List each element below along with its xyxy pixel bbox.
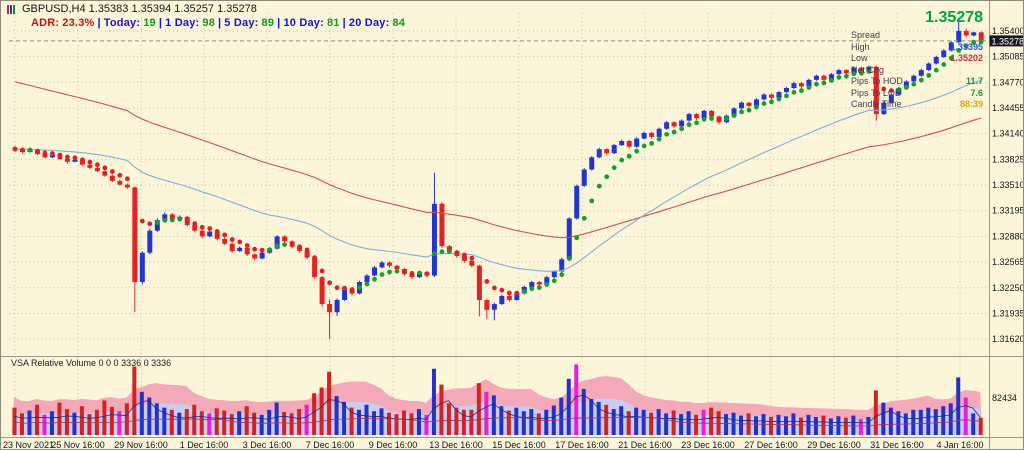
info-label: Net Chg (851, 64, 885, 75)
volume-ma-fast (13, 394, 981, 424)
svg-text:1.32880: 1.32880 (992, 231, 1024, 241)
info-label: Pips To HOD (851, 76, 903, 86)
info-label: High (851, 41, 870, 52)
info-row-candle-time: Candle Time 88:39 (851, 99, 983, 111)
svg-text:1.33195: 1.33195 (992, 206, 1024, 216)
svg-text:23 Dec 16:00: 23 Dec 16:00 (681, 440, 735, 450)
svg-text:1.35400: 1.35400 (992, 26, 1024, 36)
svg-text:1.35278: 1.35278 (992, 36, 1024, 46)
adr-separator: | (158, 17, 163, 29)
svg-text:1.31620: 1.31620 (992, 334, 1024, 344)
info-row-low: Low 1.35202 (851, 53, 983, 65)
info-label: Spread (851, 30, 881, 40)
svg-text:9 Dec 16:00: 9 Dec 16:00 (369, 440, 418, 450)
svg-text:3 Dec 16:00: 3 Dec 16:00 (243, 440, 292, 450)
adr-separator: | (97, 17, 101, 29)
grid (9, 13, 987, 435)
current-price-tag: 1.35278 (989, 35, 1024, 47)
adr-separator: | (218, 17, 222, 29)
fast-ma-line (14, 79, 982, 272)
vsa-indicator-label: VSA Relative Volume 0 0 0 3336 0 3336 (11, 358, 172, 368)
info-value: 1.35202 (950, 53, 983, 63)
svg-text:1.31935: 1.31935 (992, 308, 1024, 318)
info-panel: 1.35278 Spread High 1.35395 Low 1.35202 Net C… (851, 9, 983, 111)
info-row-high: High 1.35395 (851, 42, 983, 54)
svg-text:25 Nov 16:00: 25 Nov 16:00 (51, 440, 105, 450)
svg-text:1.34455: 1.34455 (992, 103, 1024, 113)
svg-text:17 Dec 16:00: 17 Dec 16:00 (555, 440, 609, 450)
info-row-spread: Spread (851, 30, 983, 42)
symbol-ohlc-text: GBPUSD,H4 1.35383 1.35394 1.35257 1.3527… (22, 3, 257, 15)
adr-value: 23.3% (62, 17, 95, 29)
adr-indicator-line: ADR: 23.3% | Today: 19 | 1 Day: 98 | 5 Day: 89 | 10 … (31, 17, 408, 29)
chart-icon (7, 4, 17, 14)
info-value: 7.6 (970, 87, 983, 98)
volume-pane (12, 364, 983, 435)
adr-label: ADR: (31, 17, 60, 29)
current-price-display: 1.35278 (925, 9, 983, 26)
svg-text:1.33510: 1.33510 (992, 180, 1024, 190)
info-value: 11.7 (965, 76, 983, 86)
info-value: 88:39 (959, 99, 983, 109)
adr-label: 10 Day: (283, 17, 324, 29)
price-axis: 1.35400 1.35085 1.34770 1.34455 1.34140 1.338… (992, 26, 1024, 403)
adr-value: 19 (143, 17, 156, 29)
volume-axis-label: 82434 (992, 393, 1017, 403)
svg-text:21 Dec 16:00: 21 Dec 16:00 (618, 440, 672, 450)
svg-text:1.33825: 1.33825 (992, 154, 1024, 164)
adr-value: 89 (261, 17, 275, 29)
svg-text:1 Dec 16:00: 1 Dec 16:00 (180, 440, 229, 450)
adr-label: 20 Day: (348, 17, 390, 29)
info-rows: Spread High 1.35395 Low 1.35202 Net Chg Pips T… (851, 30, 983, 111)
svg-text:27 Dec 16:00: 27 Dec 16:00 (744, 440, 798, 450)
adr-value: 81 (326, 17, 340, 29)
adr-value: 98 (202, 17, 216, 29)
svg-text:29 Nov 16:00: 29 Nov 16:00 (114, 440, 168, 450)
svg-text:1.32250: 1.32250 (992, 283, 1024, 293)
info-label: Pips To LOD (851, 87, 902, 98)
svg-text:23 Nov 2021: 23 Nov 2021 (3, 440, 54, 450)
adr-label: 5 Day: (224, 17, 259, 29)
info-label: Candle Time (851, 99, 902, 109)
info-row-pips-to-lod: Pips To LOD 7.6 (851, 88, 983, 100)
adr-value: 84 (392, 17, 406, 29)
adr-separator: | (342, 17, 346, 29)
volume-ma-slow (13, 417, 981, 427)
svg-text:1.34770: 1.34770 (992, 77, 1024, 87)
svg-text:29 Dec 16:00: 29 Dec 16:00 (807, 440, 861, 450)
info-label: Low (851, 53, 868, 63)
svg-text:15 Dec 16:00: 15 Dec 16:00 (492, 440, 546, 450)
svg-text:31 Dec 16:00: 31 Dec 16:00 (870, 440, 924, 450)
adr-separator: | (277, 17, 281, 29)
svg-text:4 Jan 16:00: 4 Jan 16:00 (936, 440, 983, 450)
info-row-net-chg: Net Chg (851, 65, 983, 77)
slow-ma-line (14, 81, 982, 239)
svg-text:1.32565: 1.32565 (992, 257, 1024, 267)
trend-dots (12, 39, 984, 296)
info-value: 1.35395 (950, 41, 983, 52)
adr-label: Today: (103, 17, 141, 29)
adr-label: 1 Day: (165, 17, 200, 29)
svg-text:13 Dec 16:00: 13 Dec 16:00 (429, 440, 483, 450)
svg-text:1.35085: 1.35085 (992, 52, 1024, 62)
svg-text:7 Dec 16:00: 7 Dec 16:00 (306, 440, 355, 450)
symbol-title: GBPUSD,H4 1.35383 1.35394 1.35257 1.3527… (7, 3, 257, 15)
svg-text:1.34140: 1.34140 (992, 129, 1024, 139)
info-row-pips-to-hod: Pips To HOD 11.7 (851, 76, 983, 88)
